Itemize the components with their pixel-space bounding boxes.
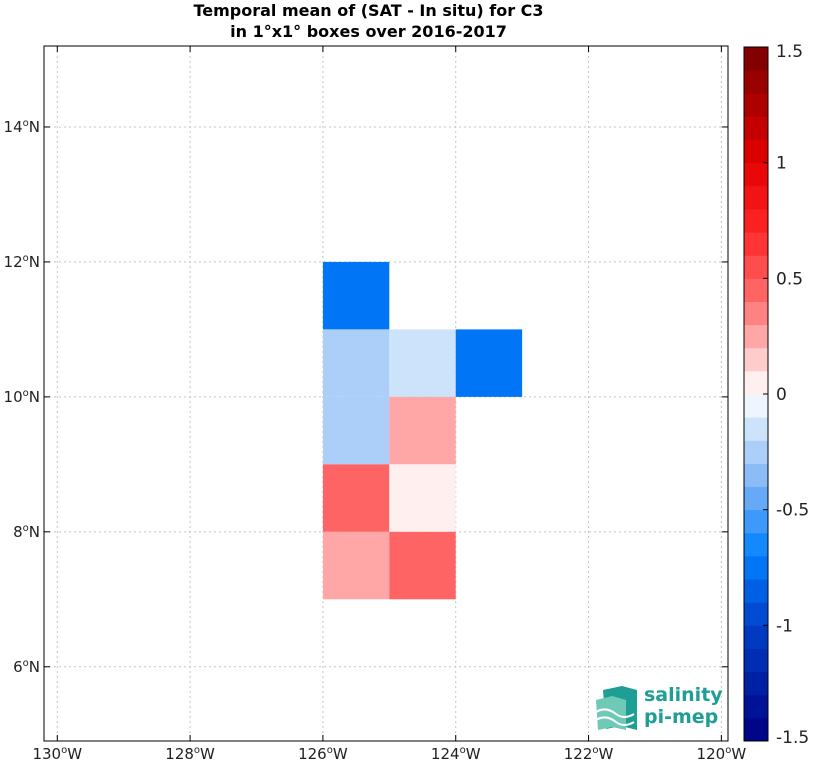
logo-text-line-1: salinity xyxy=(644,684,723,706)
heatmap-cell xyxy=(322,261,390,330)
colorbar-segment xyxy=(744,509,768,534)
chart-title-line-2: in 1°x1° boxes over 2016-2017 xyxy=(230,22,507,41)
colorbar-tick-label: 0 xyxy=(776,385,787,405)
colorbar-segment xyxy=(744,116,768,141)
colorbar-segment xyxy=(744,440,768,464)
colorbar-segment xyxy=(744,717,768,742)
colorbar-segment xyxy=(744,70,768,94)
colorbar-segment xyxy=(744,232,768,256)
colorbar-segment xyxy=(744,255,768,279)
colorbar-tick-label: -1 xyxy=(776,616,793,636)
salinity-pi-mep-logo: salinity pi-mep xyxy=(595,684,723,730)
colorbar-segment xyxy=(744,93,768,117)
colorbar-segment xyxy=(744,162,768,187)
colorbar-segment xyxy=(744,301,768,326)
axis-ticks: 130oW 128oW 126oW 124oW 122oW 120oW 6oN 8oN 10oN… xyxy=(4,46,747,763)
heatmap-cell xyxy=(389,329,456,397)
x-tick-label: 120oW xyxy=(697,745,747,763)
colorbar-segment xyxy=(744,486,768,511)
plot-frame xyxy=(43,45,729,742)
y-tick-label: 12oN xyxy=(4,253,40,271)
colorbar-tick-label: 1.5 xyxy=(776,42,803,62)
colorbar: 1.5 1 0.5 0 -0.5 -1 -1.5 xyxy=(743,42,809,748)
colorbar-segment xyxy=(744,694,768,719)
colorbar-segment xyxy=(744,417,768,441)
colorbar-segment xyxy=(744,648,768,673)
heatmap-cell xyxy=(389,531,456,600)
chart-title: Temporal mean of (SAT - In situ) for C3 … xyxy=(0,0,737,42)
colorbar-segment xyxy=(744,370,768,395)
colorbar-tick-label: -0.5 xyxy=(776,501,809,521)
colorbar-segment xyxy=(744,208,768,233)
colorbar-segment xyxy=(744,324,768,349)
colorbar-tick-label: 1 xyxy=(776,154,787,174)
colorbar-tick-label: -1.5 xyxy=(776,728,809,748)
data-cells xyxy=(322,261,523,600)
heatmap-cell xyxy=(322,396,390,465)
colorbar-segment xyxy=(744,579,768,603)
colorbar-segment xyxy=(744,532,768,557)
colorbar-tick-label: 0.5 xyxy=(776,269,803,289)
colorbar-segment xyxy=(744,394,768,418)
x-tick-label: 122oW xyxy=(564,745,614,763)
chart-title-line-1: Temporal mean of (SAT - In situ) for C3 xyxy=(193,1,544,20)
heatmap-cell xyxy=(322,531,390,600)
x-tick-label: 130oW xyxy=(32,745,82,763)
colorbar-segment xyxy=(744,555,768,580)
colorbar-segment xyxy=(744,602,768,626)
y-tick-label: 8oN xyxy=(13,523,40,541)
heatmap-cell xyxy=(389,396,456,465)
x-tick-label: 126oW xyxy=(298,745,348,763)
logo-mark-icon xyxy=(595,686,637,730)
heatmap-cell xyxy=(389,464,456,532)
colorbar-segment xyxy=(744,671,768,696)
x-tick-label: 128oW xyxy=(165,745,215,763)
colorbar-segment xyxy=(744,278,768,302)
y-tick-label: 14oN xyxy=(4,118,40,136)
colorbar-segment xyxy=(744,463,768,488)
colorbar-segment xyxy=(744,185,768,210)
y-tick-label: 10oN xyxy=(4,388,40,406)
colorbar-segment xyxy=(744,625,768,649)
colorbar-segment xyxy=(744,347,768,372)
colorbar-segment xyxy=(744,47,768,71)
heatmap-cell xyxy=(322,464,390,532)
colorbar-segment xyxy=(744,139,768,164)
x-tick-label: 124oW xyxy=(431,745,481,763)
logo-text-line-2: pi-mep xyxy=(644,706,718,728)
heatmap-cell xyxy=(322,329,390,397)
y-tick-label: 6oN xyxy=(13,658,40,676)
heatmap-cell xyxy=(455,329,523,397)
